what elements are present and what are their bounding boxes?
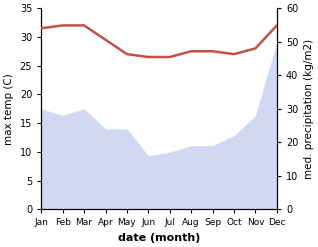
X-axis label: date (month): date (month) <box>118 233 200 243</box>
Y-axis label: max temp (C): max temp (C) <box>4 73 14 144</box>
Y-axis label: med. precipitation (kg/m2): med. precipitation (kg/m2) <box>304 39 314 179</box>
